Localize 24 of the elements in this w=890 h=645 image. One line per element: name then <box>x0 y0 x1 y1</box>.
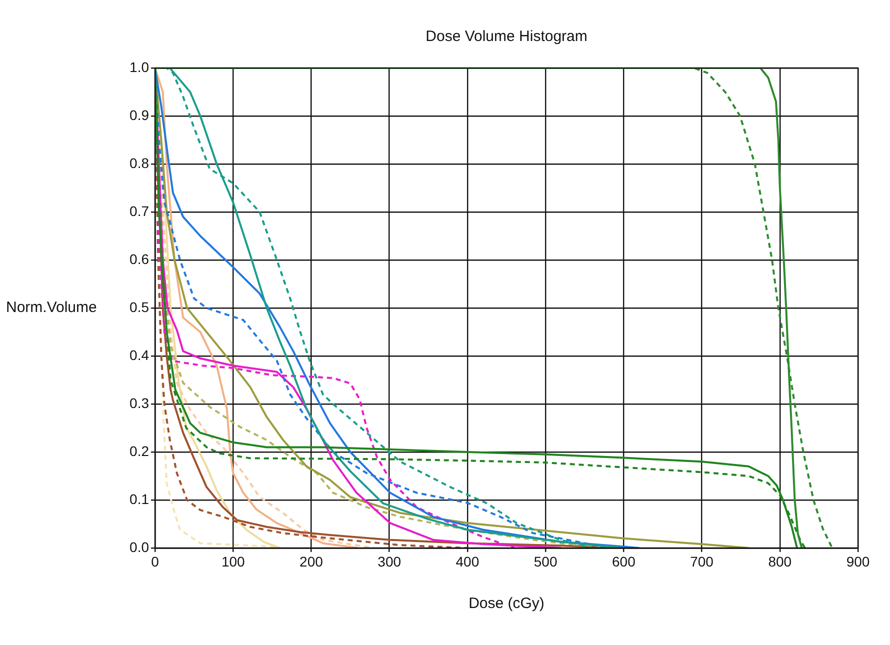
x-tick-label: 0 <box>151 553 160 570</box>
chart-title: Dose Volume Histogram <box>426 28 588 46</box>
y-tick-label: 0.4 <box>130 346 150 363</box>
x-tick-label: 700 <box>690 553 714 570</box>
y-tick-label: 0.5 <box>130 298 150 315</box>
y-tick-label: 0.6 <box>130 250 150 267</box>
y-tick-label: 0.9 <box>130 106 150 123</box>
y-tick-label: 0.1 <box>130 490 150 507</box>
y-tick-label: 0.2 <box>130 442 150 459</box>
x-tick-label: 800 <box>768 553 792 570</box>
x-tick-label: 500 <box>534 553 558 570</box>
x-axis-title: Dose (cGy) <box>468 595 544 612</box>
x-tick-label: 100 <box>221 553 246 570</box>
y-tick-label: 0.0 <box>130 538 150 555</box>
y-axis-title: Norm.Volume <box>6 299 97 316</box>
x-tick-label: 200 <box>300 553 324 570</box>
y-tick-label: 0.7 <box>130 202 150 219</box>
x-tick-label: 300 <box>378 553 402 570</box>
x-tick-label: 400 <box>456 553 480 570</box>
x-tick-label: 600 <box>612 553 636 570</box>
y-tick-label: 0.3 <box>130 394 150 411</box>
x-tick-label: 900 <box>846 553 870 570</box>
y-tick-label: 1.0 <box>130 58 150 75</box>
y-tick-label: 0.8 <box>130 154 150 171</box>
